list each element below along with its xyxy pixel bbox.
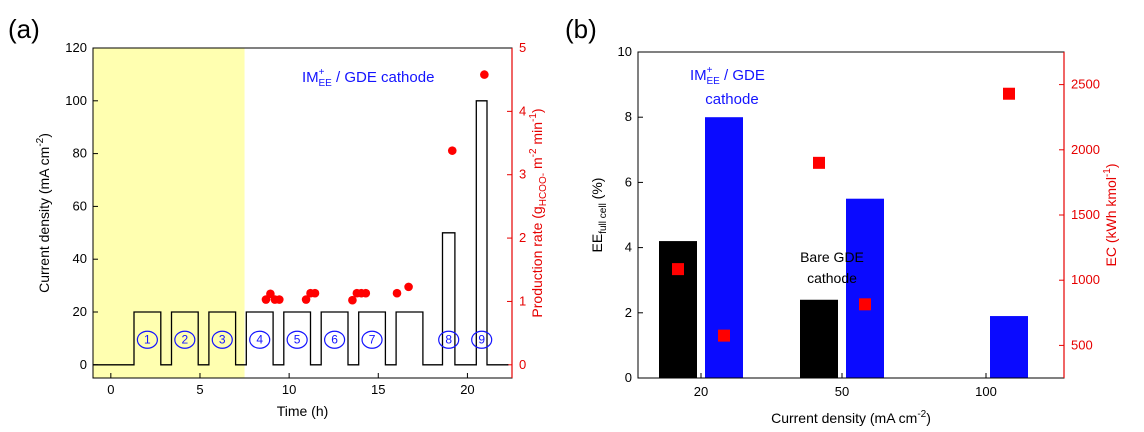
y2-tick-label-1: 1 bbox=[519, 293, 526, 308]
step-circle-3 bbox=[211, 330, 233, 349]
panel-b-label: (b) bbox=[565, 14, 597, 44]
step-circle-5 bbox=[286, 330, 308, 349]
step-label-5: 5 bbox=[294, 333, 301, 347]
production-point-13 bbox=[447, 146, 457, 155]
y-tick-label-2: 4 bbox=[625, 240, 632, 255]
panel-a-label: (a) bbox=[8, 14, 40, 44]
y-tick-label-4: 8 bbox=[625, 109, 632, 124]
y2-tick-label-5: 5 bbox=[519, 40, 526, 55]
x-tick-label-0: 0 bbox=[107, 382, 114, 397]
ec-point-im-100 bbox=[1003, 87, 1015, 100]
production-point-4 bbox=[301, 295, 311, 304]
step-label-6: 6 bbox=[331, 333, 338, 347]
y-tick-label-6: 120 bbox=[65, 40, 87, 55]
ec-point-bare-20 bbox=[672, 263, 684, 276]
step-circle-9 bbox=[471, 330, 493, 349]
y-tick-label-0: 0 bbox=[80, 357, 87, 372]
y2-tick-label-4: 4 bbox=[519, 103, 526, 118]
production-point-11 bbox=[392, 288, 402, 298]
production-point-7 bbox=[348, 295, 357, 305]
step-circle-8 bbox=[438, 330, 460, 349]
panel-b-xlabel: Current density (mA cm-2) bbox=[771, 409, 931, 426]
ec-point-im-50 bbox=[859, 298, 871, 311]
y2-tick-label-0: 500 bbox=[1071, 337, 1093, 352]
panel-a: (a) 0 5 10 15 20 0 20 40 60 80 100 120 0 1 2 3 4 5 1 2 3 4 5 6… bbox=[8, 14, 549, 419]
y2-tick-label-0: 0 bbox=[519, 357, 526, 372]
x-tick-label-0: 20 bbox=[694, 384, 708, 399]
im-annotation-line2: cathode bbox=[705, 91, 758, 108]
ec-point-im-20 bbox=[718, 329, 730, 342]
ec-point-bare-50 bbox=[813, 156, 825, 169]
y-tick-label-3: 6 bbox=[625, 174, 632, 189]
step-label-4: 4 bbox=[256, 333, 263, 347]
panel-a-xlabel: Time (h) bbox=[277, 403, 329, 419]
x-tick-label-2: 100 bbox=[975, 384, 997, 399]
ec-points bbox=[672, 87, 1015, 342]
step-label-8: 8 bbox=[445, 333, 452, 347]
step-circle-7 bbox=[361, 330, 383, 349]
y2-tick-label-3: 2000 bbox=[1071, 142, 1100, 157]
y-tick-label-1: 2 bbox=[625, 305, 632, 320]
y-tick-label-4: 80 bbox=[73, 146, 87, 161]
im-annotation-line1: IM+ EE / GDE bbox=[690, 65, 765, 87]
y-tick-label-5: 10 bbox=[618, 44, 632, 59]
production-point-10 bbox=[361, 288, 371, 298]
panel-b-ylabel: EEfull cell (%) bbox=[589, 178, 609, 253]
production-point-3 bbox=[275, 295, 284, 304]
step-circle-1 bbox=[136, 330, 158, 349]
panel-b-y2label: EC (kWh kmol-1) bbox=[1102, 163, 1119, 266]
production-point-14 bbox=[480, 70, 489, 79]
bar-im-50 bbox=[846, 198, 884, 378]
step-circle-4 bbox=[249, 330, 271, 349]
step-label-3: 3 bbox=[219, 333, 226, 347]
step-label-1: 1 bbox=[144, 333, 151, 347]
panel-b-bars bbox=[659, 117, 1028, 378]
step-circle-6 bbox=[323, 330, 346, 349]
shaded-region bbox=[93, 48, 245, 378]
x-tick-label-4: 20 bbox=[460, 382, 474, 397]
y2-tick-label-3: 3 bbox=[519, 167, 526, 182]
y-tick-label-5: 100 bbox=[65, 93, 87, 108]
y2-tick-label-2: 2 bbox=[519, 230, 526, 245]
x-tick-label-1: 5 bbox=[196, 382, 203, 397]
step-markers: 1 2 3 4 5 6 7 8 9 bbox=[136, 330, 493, 349]
bar-bare-20 bbox=[659, 241, 697, 378]
step-circle-2 bbox=[174, 330, 196, 349]
bar-bare-50 bbox=[800, 299, 838, 378]
y-tick-label-2: 40 bbox=[73, 251, 87, 266]
x-tick-label-2: 10 bbox=[282, 382, 296, 397]
current-profile-line bbox=[93, 100, 509, 366]
production-point-6 bbox=[310, 288, 320, 298]
step-label-7: 7 bbox=[369, 333, 376, 347]
y-tick-label-3: 60 bbox=[73, 198, 87, 213]
y2-tick-label-2: 1500 bbox=[1071, 207, 1100, 222]
y2-tick-label-4: 2500 bbox=[1071, 77, 1100, 92]
bare-annotation-line2: cathode bbox=[807, 270, 857, 286]
step-label-2: 2 bbox=[181, 333, 188, 347]
y2-tick-label-1: 1000 bbox=[1071, 272, 1100, 287]
x-tick-label-3: 15 bbox=[371, 382, 385, 397]
step-label-9: 9 bbox=[478, 333, 485, 347]
bare-annotation-line1: Bare GDE bbox=[800, 249, 864, 265]
y-tick-label-0: 0 bbox=[625, 370, 632, 385]
panel-a-y2label: Production rate (gHCOO- m-2 min-1) bbox=[528, 108, 549, 317]
bar-im-100 bbox=[990, 316, 1028, 378]
y-tick-label-1: 20 bbox=[73, 304, 87, 319]
x-tick-label-1: 50 bbox=[835, 384, 849, 399]
production-point-12 bbox=[404, 282, 413, 292]
production-rate-points bbox=[261, 70, 489, 305]
panel-a-ylabel: Current density (mA cm-2) bbox=[35, 133, 52, 293]
panel-a-annotation: IM+ EE / GDE cathode bbox=[302, 67, 434, 89]
